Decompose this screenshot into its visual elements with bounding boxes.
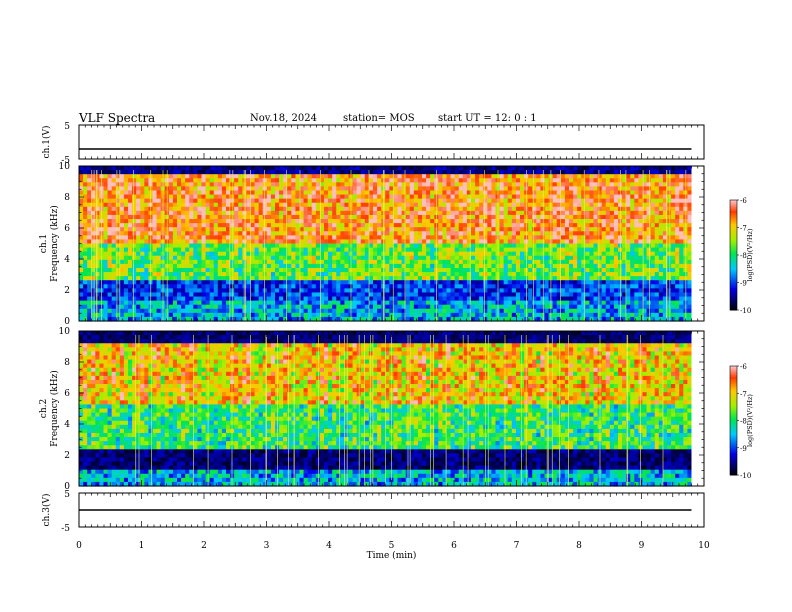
xtick-label: 3	[264, 541, 270, 551]
ytick-label: 8	[64, 193, 70, 203]
colorbar-ch1: -6 -7 -8 -9 -10 log(PSD)(V²/Hz)	[729, 197, 754, 315]
xtick-label: 5	[389, 541, 395, 551]
xtick-label: 0	[76, 541, 82, 551]
ytick-label: 4	[64, 255, 70, 265]
xtick-label: 4	[326, 541, 332, 551]
xtick-label: 6	[451, 541, 457, 551]
y-axis-label-channel: ch.2	[39, 399, 49, 418]
start-ut-label: start UT = 12: 0 : 1	[438, 113, 537, 124]
date-label: Nov.18, 2024	[250, 113, 317, 124]
ytick-label: 10	[59, 327, 71, 337]
colorbar-tick-label: -6	[740, 363, 747, 371]
colorbar-tick-label: -8	[740, 252, 747, 260]
ytick-label: -5	[61, 156, 70, 166]
colorbar-label: log(PSD)(V²/Hz)	[746, 394, 754, 447]
xtick-label: 10	[698, 541, 710, 551]
ch2-spectrogram-image	[79, 331, 704, 487]
figure-title: VLF Spectra	[79, 111, 156, 125]
ytick-label: 8	[64, 358, 70, 368]
ytick-label: 0	[64, 482, 70, 492]
xtick-label: 1	[139, 541, 145, 551]
colorbar-tick-label: -9	[740, 445, 747, 453]
colorbar-tick-label: -10	[740, 472, 751, 480]
ytick-label: 5	[64, 490, 70, 500]
y-axis-label-frequency: Frequency (kHz)	[49, 205, 60, 282]
xtick-label: 2	[201, 541, 207, 551]
ytick-label: 6	[64, 224, 70, 234]
ytick-label: -5	[61, 524, 70, 534]
y-axis-label: ch.3(V)	[41, 494, 52, 527]
axis-ticks	[78, 125, 705, 527]
ytick-label: 6	[64, 389, 70, 399]
ytick-label: 2	[64, 451, 70, 461]
colorbar-tick-label: -6	[740, 197, 747, 205]
colorbars: -6 -7 -8 -9 -10 log(PSD)(V²/Hz) -6 -7 -8 -9 -10 log…	[729, 197, 754, 480]
colorbar-tick-label: -9	[740, 280, 747, 288]
station-label: station= MOS	[343, 113, 415, 124]
y-axis-label-frequency: Frequency (kHz)	[49, 370, 60, 447]
xtick-label: 8	[576, 541, 582, 551]
ytick-label: 4	[64, 420, 70, 430]
colorbar-ch2: -6 -7 -8 -9 -10 log(PSD)(V²/Hz)	[729, 363, 754, 480]
ytick-label: 5	[64, 122, 70, 132]
ytick-label: 10	[59, 162, 71, 172]
ytick-label: 2	[64, 286, 70, 296]
x-axis-label: Time (min)	[367, 550, 417, 561]
waveform-lines	[79, 148, 692, 511]
xtick-label: 9	[639, 541, 645, 551]
colorbar-tick-label: -10	[740, 307, 751, 315]
y-axis-label-channel: ch.1	[39, 234, 49, 253]
colorbar-tick-label: -7	[740, 390, 747, 398]
ytick-label: 0	[64, 317, 70, 327]
colorbar-tick-label: -8	[740, 418, 747, 426]
colorbar-tick-label: -7	[740, 225, 747, 233]
y-axis-label: ch.1(V)	[41, 126, 52, 159]
ch1-spectrogram-image	[79, 166, 704, 322]
xtick-label: 7	[514, 541, 520, 551]
colorbar-label: log(PSD)(V²/Hz)	[746, 228, 754, 281]
